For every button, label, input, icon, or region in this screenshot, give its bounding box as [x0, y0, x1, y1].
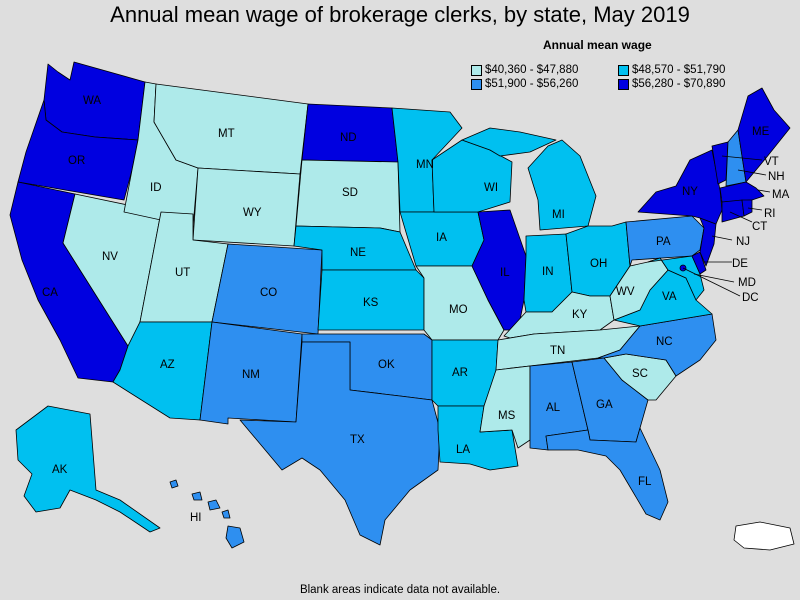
legend-label: $40,360 - $47,880: [485, 64, 579, 76]
state-label: KS: [363, 297, 379, 309]
state-label: MO: [449, 304, 468, 316]
state-label: CA: [42, 287, 58, 299]
legend-swatch: [471, 78, 482, 90]
territory-PR[interactable]: [733, 521, 795, 551]
state-label: TX: [350, 434, 365, 446]
legend-swatch: [618, 78, 629, 90]
state-MI[interactable]: [527, 139, 597, 231]
legend-label: $48,570 - $51,790: [632, 64, 726, 76]
state-PA[interactable]: [625, 215, 705, 267]
state-NC[interactable]: [597, 313, 717, 377]
state-NY[interactable]: [637, 149, 723, 225]
state-label: NE: [350, 247, 366, 259]
state-label: ID: [150, 182, 162, 194]
legend-item: $48,570 - $51,790: [618, 64, 725, 76]
state-label: DE: [732, 258, 748, 270]
state-label: NV: [102, 251, 118, 263]
state-label: WY: [243, 207, 262, 219]
state-label: IL: [500, 267, 510, 279]
state-label: MN: [416, 159, 434, 171]
state-label: MA: [772, 189, 790, 201]
state-label: SC: [632, 368, 648, 380]
state-label: AZ: [160, 359, 175, 371]
label-leader-lines: [682, 155, 771, 297]
footnote: Blank areas indicate data not available.: [299, 584, 501, 596]
state-DE[interactable]: [691, 251, 707, 275]
state-HI[interactable]: [169, 479, 245, 549]
state-label: VT: [764, 156, 779, 168]
state-label: WV: [616, 286, 635, 298]
state-label: AL: [546, 402, 561, 414]
legend-swatch: [471, 64, 482, 76]
state-label: UT: [175, 267, 190, 279]
state-label: AK: [52, 464, 68, 476]
state-label: OR: [68, 155, 85, 167]
state-label: MT: [218, 128, 235, 140]
state-label: NJ: [736, 236, 750, 248]
state-label: VA: [662, 291, 677, 303]
state-label: HI: [190, 512, 202, 524]
state-label: TN: [550, 345, 565, 357]
state-label: ME: [752, 126, 770, 138]
state-MI-upper[interactable]: [461, 127, 557, 157]
state-label: NC: [656, 336, 673, 348]
legend-label: $51,900 - $56,260: [485, 78, 579, 90]
state-RI[interactable]: [741, 199, 753, 217]
state-label: GA: [596, 399, 613, 411]
state-label: NY: [682, 186, 698, 198]
map-title: Annual mean wage of brokerage clerks, by…: [110, 2, 690, 27]
state-CT[interactable]: [721, 199, 745, 223]
legend-title: Annual mean wage: [543, 38, 652, 52]
state-label: RI: [764, 208, 776, 220]
state-label: IA: [436, 232, 447, 244]
state-label: NM: [242, 369, 260, 381]
state-FL[interactable]: [545, 427, 669, 521]
state-AK[interactable]: [15, 405, 161, 533]
state-label: CO: [260, 287, 277, 299]
state-labels: WA OR CA NV ID MT WY UT AZ CO NM ND SD N…: [42, 95, 790, 524]
state-label: DC: [742, 292, 759, 304]
state-label: WA: [83, 95, 101, 107]
state-label: SD: [342, 187, 358, 199]
legend-item: $51,900 - $56,260: [471, 78, 578, 90]
state-label: PA: [656, 236, 671, 248]
state-label: WI: [484, 182, 498, 194]
state-label: ND: [340, 132, 357, 144]
state-label: CT: [752, 221, 767, 233]
state-label: KY: [572, 309, 588, 321]
legend-swatch: [618, 64, 629, 76]
state-label: MI: [552, 209, 565, 221]
state-label: NH: [768, 171, 785, 183]
state-label: MS: [498, 410, 516, 422]
state-TX[interactable]: [239, 341, 441, 546]
legend-item: $40,360 - $47,880: [471, 64, 578, 76]
state-label: AR: [452, 367, 468, 379]
state-label: MD: [738, 277, 756, 289]
state-label: OK: [378, 359, 395, 371]
state-label: LA: [456, 444, 470, 456]
state-label: IN: [542, 266, 554, 278]
legend-item: $56,280 - $70,890: [618, 78, 725, 90]
legend-label: $56,280 - $70,890: [632, 78, 726, 90]
state-label: FL: [638, 476, 652, 488]
state-label: OH: [590, 258, 607, 270]
